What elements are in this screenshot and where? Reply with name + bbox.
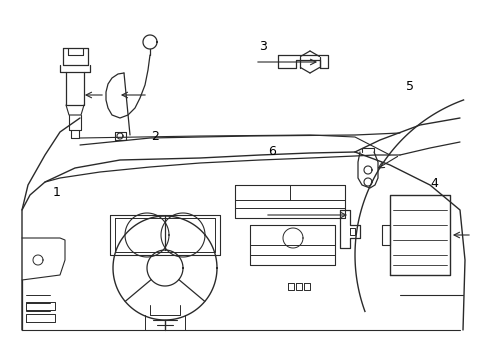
Text: 6: 6 bbox=[267, 145, 275, 158]
Text: 4: 4 bbox=[429, 177, 437, 190]
Text: 3: 3 bbox=[259, 40, 266, 53]
Text: 5: 5 bbox=[405, 80, 413, 93]
Text: 2: 2 bbox=[151, 130, 159, 143]
Text: 1: 1 bbox=[53, 186, 61, 199]
